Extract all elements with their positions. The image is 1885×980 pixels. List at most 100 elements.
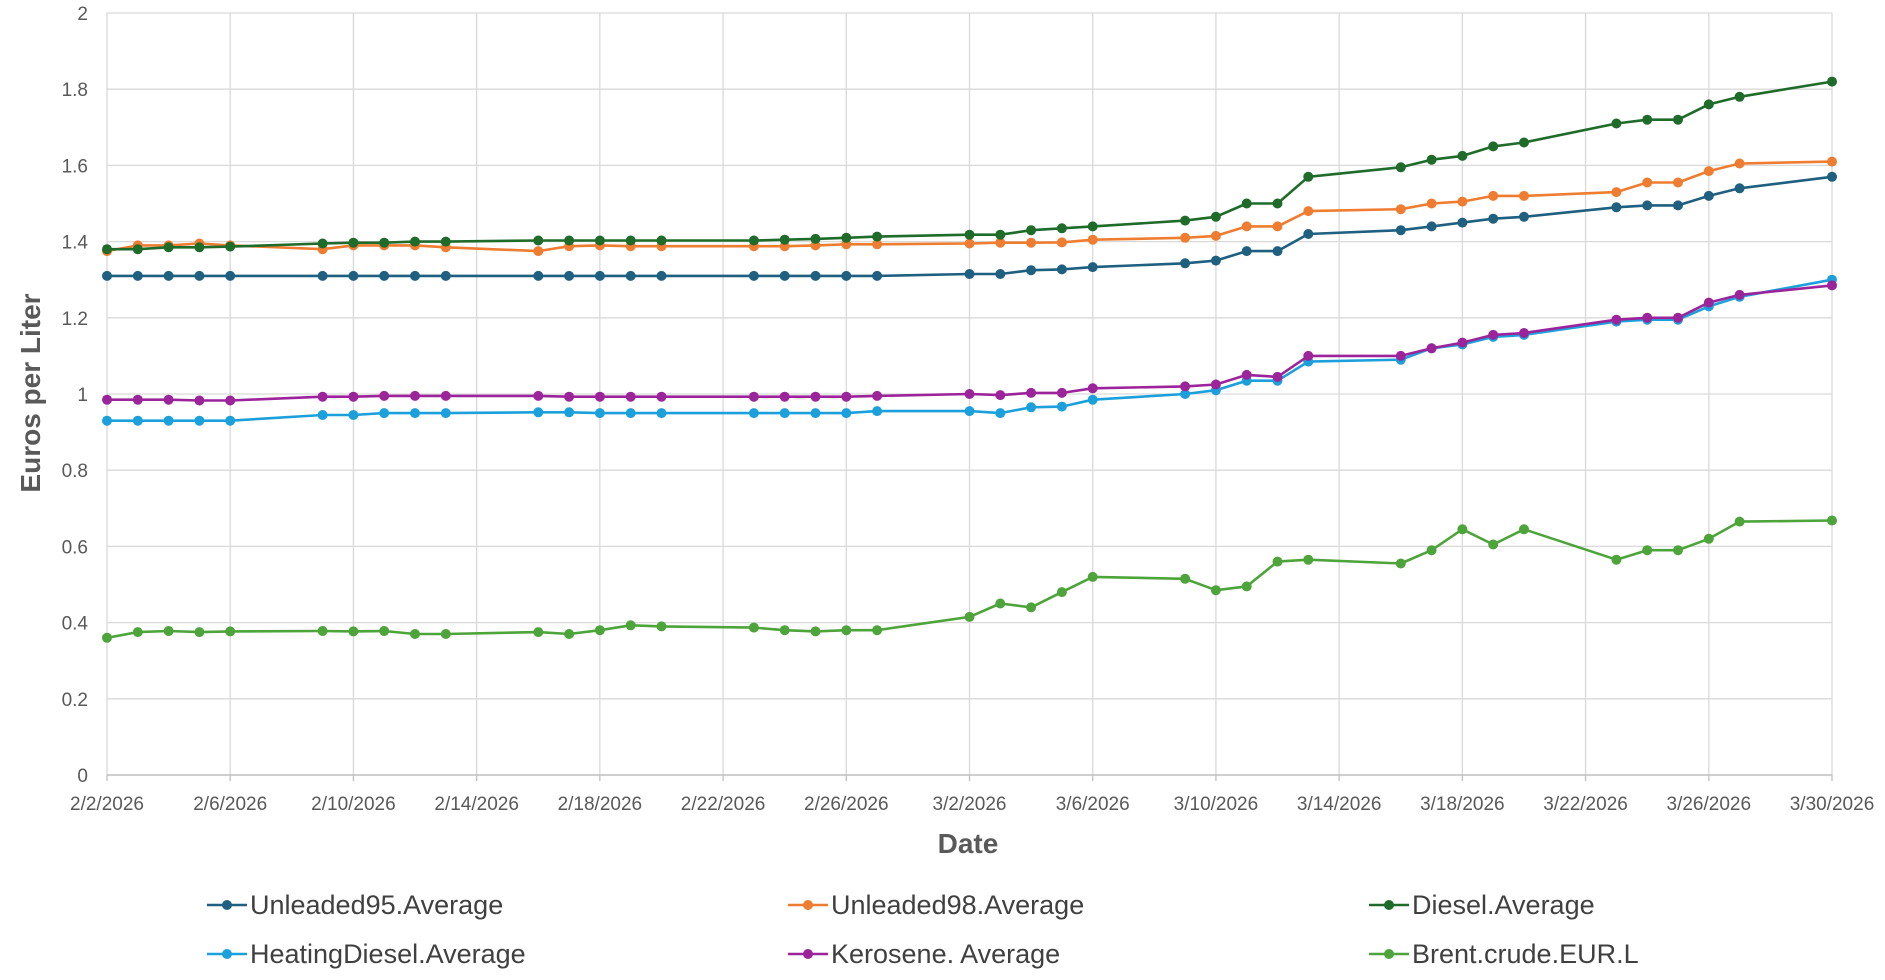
- data-point: [440, 270, 451, 281]
- data-point: [779, 625, 790, 636]
- data-point: [779, 408, 790, 419]
- y-tick-label: 0: [77, 766, 88, 787]
- data-point: [594, 391, 605, 402]
- data-point: [1673, 177, 1683, 188]
- x-tick-label: 3/26/2026: [1667, 794, 1752, 815]
- data-point: [1827, 76, 1837, 87]
- y-tick-label: 0.2: [62, 690, 88, 711]
- data-point: [1180, 573, 1191, 584]
- data-point: [102, 394, 112, 405]
- data-point: [132, 627, 143, 638]
- data-point: [163, 242, 174, 253]
- data-point: [132, 270, 143, 281]
- legend-item: HeatingDiesel.Average: [207, 939, 526, 969]
- data-point: [348, 391, 359, 402]
- data-point: [1488, 190, 1499, 201]
- x-tick-label: 2/22/2026: [681, 794, 766, 815]
- data-point: [1426, 198, 1437, 209]
- data-point: [1395, 558, 1406, 569]
- data-point: [1026, 237, 1037, 248]
- data-point: [225, 270, 236, 281]
- data-point: [810, 233, 821, 244]
- data-point: [1426, 221, 1437, 232]
- data-point: [440, 629, 451, 639]
- data-point: [1519, 137, 1529, 148]
- data-point: [564, 629, 575, 639]
- data-point: [1303, 171, 1314, 182]
- data-point: [163, 394, 174, 405]
- data-point: [625, 391, 636, 402]
- data-point: [1395, 204, 1406, 215]
- data-point: [964, 611, 975, 622]
- x-tick-label: 3/14/2026: [1297, 794, 1382, 815]
- y-tick-label: 1.8: [62, 80, 88, 101]
- data-point: [1519, 524, 1529, 535]
- data-point: [1241, 369, 1252, 380]
- x-tick-label: 2/14/2026: [434, 794, 519, 815]
- data-point: [1303, 229, 1314, 239]
- legend-swatch-marker: [803, 949, 813, 959]
- data-point: [410, 408, 420, 419]
- data-point: [1827, 171, 1837, 182]
- data-point: [1395, 225, 1406, 236]
- data-point: [194, 415, 205, 426]
- data-point: [1272, 221, 1283, 232]
- data-point: [995, 598, 1006, 609]
- data-point: [1673, 312, 1683, 323]
- legend-item: Unleaded95.Average: [207, 890, 503, 920]
- data-point: [810, 391, 821, 402]
- series-3: [102, 76, 1837, 255]
- data-point: [564, 407, 575, 418]
- data-point: [410, 236, 420, 247]
- data-point: [748, 408, 759, 419]
- data-point: [841, 232, 852, 243]
- data-point: [1056, 401, 1067, 412]
- data-point: [317, 391, 328, 402]
- data-point: [163, 270, 174, 281]
- data-point: [533, 407, 544, 418]
- data-point: [1303, 206, 1314, 217]
- data-point: [594, 408, 605, 419]
- legend-label: Unleaded98.Average: [831, 890, 1084, 920]
- data-point: [1488, 213, 1499, 224]
- data-point: [410, 629, 420, 639]
- data-point: [1673, 545, 1683, 556]
- legend-label: HeatingDiesel.Average: [250, 939, 526, 969]
- data-point: [102, 415, 112, 426]
- data-point: [1180, 232, 1191, 243]
- data-point: [964, 406, 975, 417]
- data-point: [1734, 158, 1745, 169]
- data-point: [872, 270, 883, 281]
- data-point: [132, 244, 143, 255]
- data-point: [810, 626, 821, 637]
- data-point: [379, 408, 390, 419]
- x-tick-label: 3/30/2026: [1790, 794, 1875, 815]
- data-point: [440, 408, 451, 419]
- legend-label: Kerosene. Average: [831, 939, 1060, 969]
- data-point: [379, 390, 390, 401]
- data-point: [841, 625, 852, 636]
- legend-label: Unleaded95.Average: [250, 890, 503, 920]
- y-tick-label: 1.6: [62, 156, 88, 177]
- data-point: [810, 270, 821, 281]
- data-point: [1827, 515, 1837, 526]
- data-point: [225, 241, 236, 252]
- data-point: [748, 235, 759, 246]
- data-point: [1827, 156, 1837, 167]
- data-point: [1642, 312, 1653, 323]
- data-point: [1087, 234, 1098, 245]
- data-point: [779, 391, 790, 402]
- data-point: [625, 235, 636, 246]
- series-6: [102, 515, 1837, 643]
- data-point: [1519, 328, 1529, 338]
- x-tick-label: 2/2/2026: [70, 794, 144, 815]
- data-point: [348, 410, 359, 420]
- data-point: [1734, 91, 1745, 102]
- data-point: [1703, 99, 1714, 110]
- data-point: [872, 390, 883, 401]
- y-tick-label: 1.4: [62, 233, 89, 254]
- data-point: [1087, 383, 1098, 394]
- x-tick-label: 3/22/2026: [1543, 794, 1628, 815]
- data-point: [841, 408, 852, 419]
- data-point: [748, 270, 759, 281]
